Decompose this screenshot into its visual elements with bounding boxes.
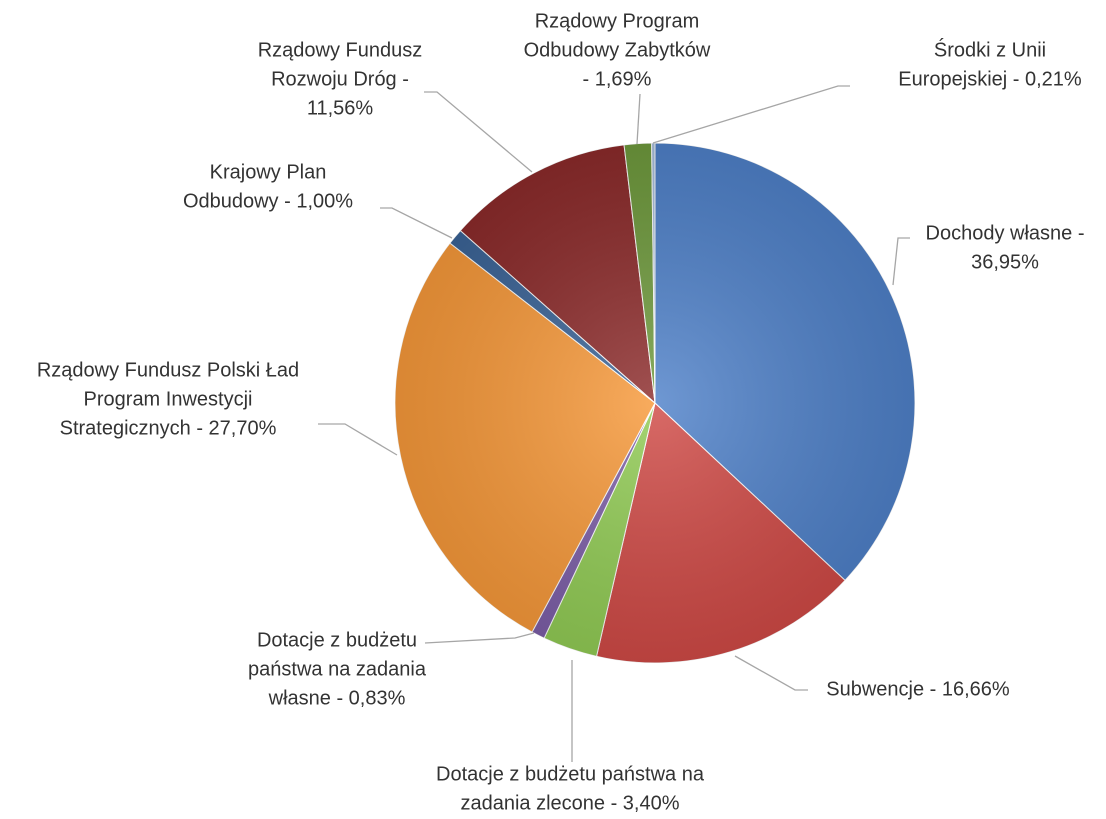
data-label: Dochody własne - bbox=[926, 222, 1085, 244]
data-label: Środki z Unii bbox=[934, 37, 1046, 61]
leader-line bbox=[380, 207, 453, 239]
data-label: Krajowy Plan bbox=[210, 161, 327, 183]
data-label: Dotacje z budżetu państwa na bbox=[436, 763, 705, 785]
data-label: 11,56% bbox=[307, 97, 374, 119]
data-label: państwa na zadania bbox=[248, 658, 427, 680]
leader-line bbox=[424, 91, 533, 173]
data-label: Rządowy Fundusz bbox=[258, 39, 423, 61]
data-label: Rządowy Fundusz Polski Ład bbox=[37, 359, 299, 381]
data-label: Europejskiej - 0,21% bbox=[898, 68, 1082, 90]
leader-line bbox=[652, 85, 850, 144]
data-label: - 1,69% bbox=[583, 68, 652, 90]
data-label: własne - 0,83% bbox=[268, 687, 406, 709]
leader-line bbox=[424, 632, 535, 644]
data-label: 36,95% bbox=[971, 251, 1039, 273]
data-label: Program Inwestycji bbox=[84, 388, 253, 410]
leader-line bbox=[318, 423, 398, 456]
data-label: zadania zlecone - 3,40% bbox=[460, 792, 679, 814]
data-label: Dotacje z budżetu bbox=[257, 629, 417, 651]
data-label: Odbudowy - 1,00% bbox=[183, 190, 353, 212]
leader-line bbox=[636, 93, 641, 145]
data-label: Subwencje - 16,66% bbox=[826, 678, 1010, 700]
data-label: Rządowy Program bbox=[535, 10, 700, 32]
data-label: Rozwoju Dróg - bbox=[271, 68, 409, 90]
data-label: Strategicznych - 27,70% bbox=[60, 417, 277, 439]
leader-line bbox=[734, 655, 808, 691]
leader-line bbox=[892, 237, 910, 286]
data-label: Odbudowy Zabytków bbox=[524, 39, 711, 61]
